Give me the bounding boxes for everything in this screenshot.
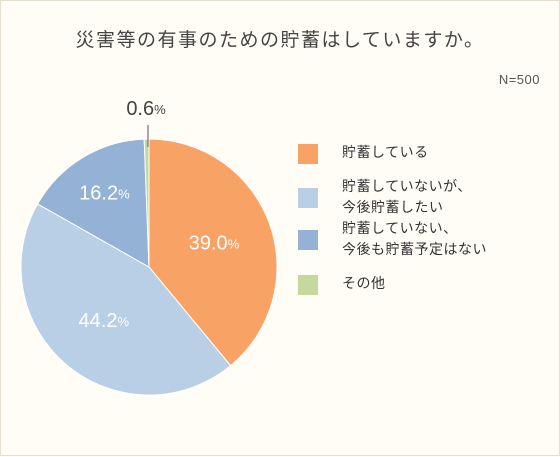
slice-value: 16.2: [79, 183, 118, 205]
slice-value: 39.0: [189, 233, 228, 255]
slice-value: 0.6: [126, 98, 154, 120]
pie-slice-plan-to-save: [20, 203, 232, 396]
legend-swatch: [298, 188, 318, 208]
legend-label: その他: [342, 276, 386, 292]
pie-slice-saving: [148, 138, 278, 367]
legend-label: 貯蓄している: [342, 145, 429, 161]
legend-item-saving: 貯蓄している: [298, 143, 429, 164]
legend-item-no-plan: 貯蓄していない、 今後も貯蓄予定はない: [298, 219, 487, 261]
slice-unit: %: [118, 186, 130, 201]
slice-value: 44.2: [79, 310, 118, 332]
pie-slice-other: [143, 138, 150, 268]
slice-label-plan-to-save: 44.2%: [79, 310, 130, 332]
slice-unit: %: [117, 314, 129, 329]
chart-title: 災害等の有事のための貯蓄はしていますか。: [75, 29, 485, 51]
legend-swatch: [298, 274, 318, 295]
legend-item-other: その他: [298, 274, 386, 295]
legend-item-plan-to-save: 貯蓄していないが、 今後貯蓄したい: [298, 177, 472, 219]
slice-label-no-plan: 16.2%: [79, 183, 130, 205]
sample-size-label: N=500: [498, 72, 540, 87]
pie-slice-no-plan: [36, 138, 150, 268]
legend-swatch: [298, 230, 318, 250]
pie-chart: 39.0%44.2%16.2%0.6%: [20, 98, 278, 396]
slice-label-other: 0.6%: [126, 98, 166, 120]
slice-label-saving: 39.0%: [189, 233, 240, 255]
legend-swatch: [298, 143, 318, 164]
legend-label: 貯蓄していないが、 今後貯蓄したい: [342, 179, 472, 216]
slice-unit: %: [228, 236, 240, 251]
slice-unit: %: [154, 102, 166, 117]
legend-label: 貯蓄していない、 今後も貯蓄予定はない: [342, 221, 487, 258]
